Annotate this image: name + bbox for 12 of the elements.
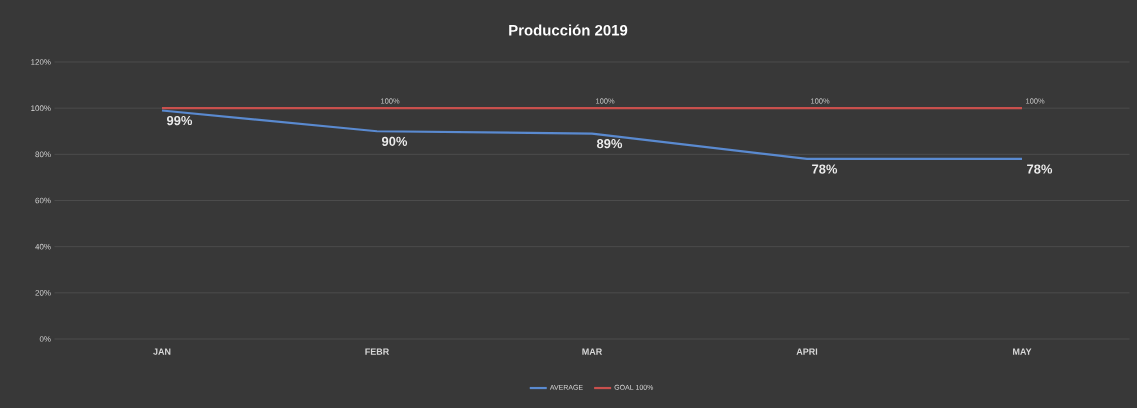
line-series <box>160 109 1024 161</box>
x-tick-label: APRI <box>796 348 818 355</box>
x-tick-label: FEBR <box>365 348 390 355</box>
chart-title: Producción 2019 <box>509 24 628 36</box>
data-label: 78% <box>812 164 838 174</box>
x-tick-label: MAY <box>1013 348 1032 355</box>
data-label: 78% <box>1027 164 1053 174</box>
x-tick-label: JAN <box>153 348 171 355</box>
data-label: 89% <box>596 139 623 149</box>
data-label: 90% <box>381 136 408 146</box>
data-label: 99% <box>166 115 193 126</box>
x-tick-label: MAR <box>582 348 603 355</box>
